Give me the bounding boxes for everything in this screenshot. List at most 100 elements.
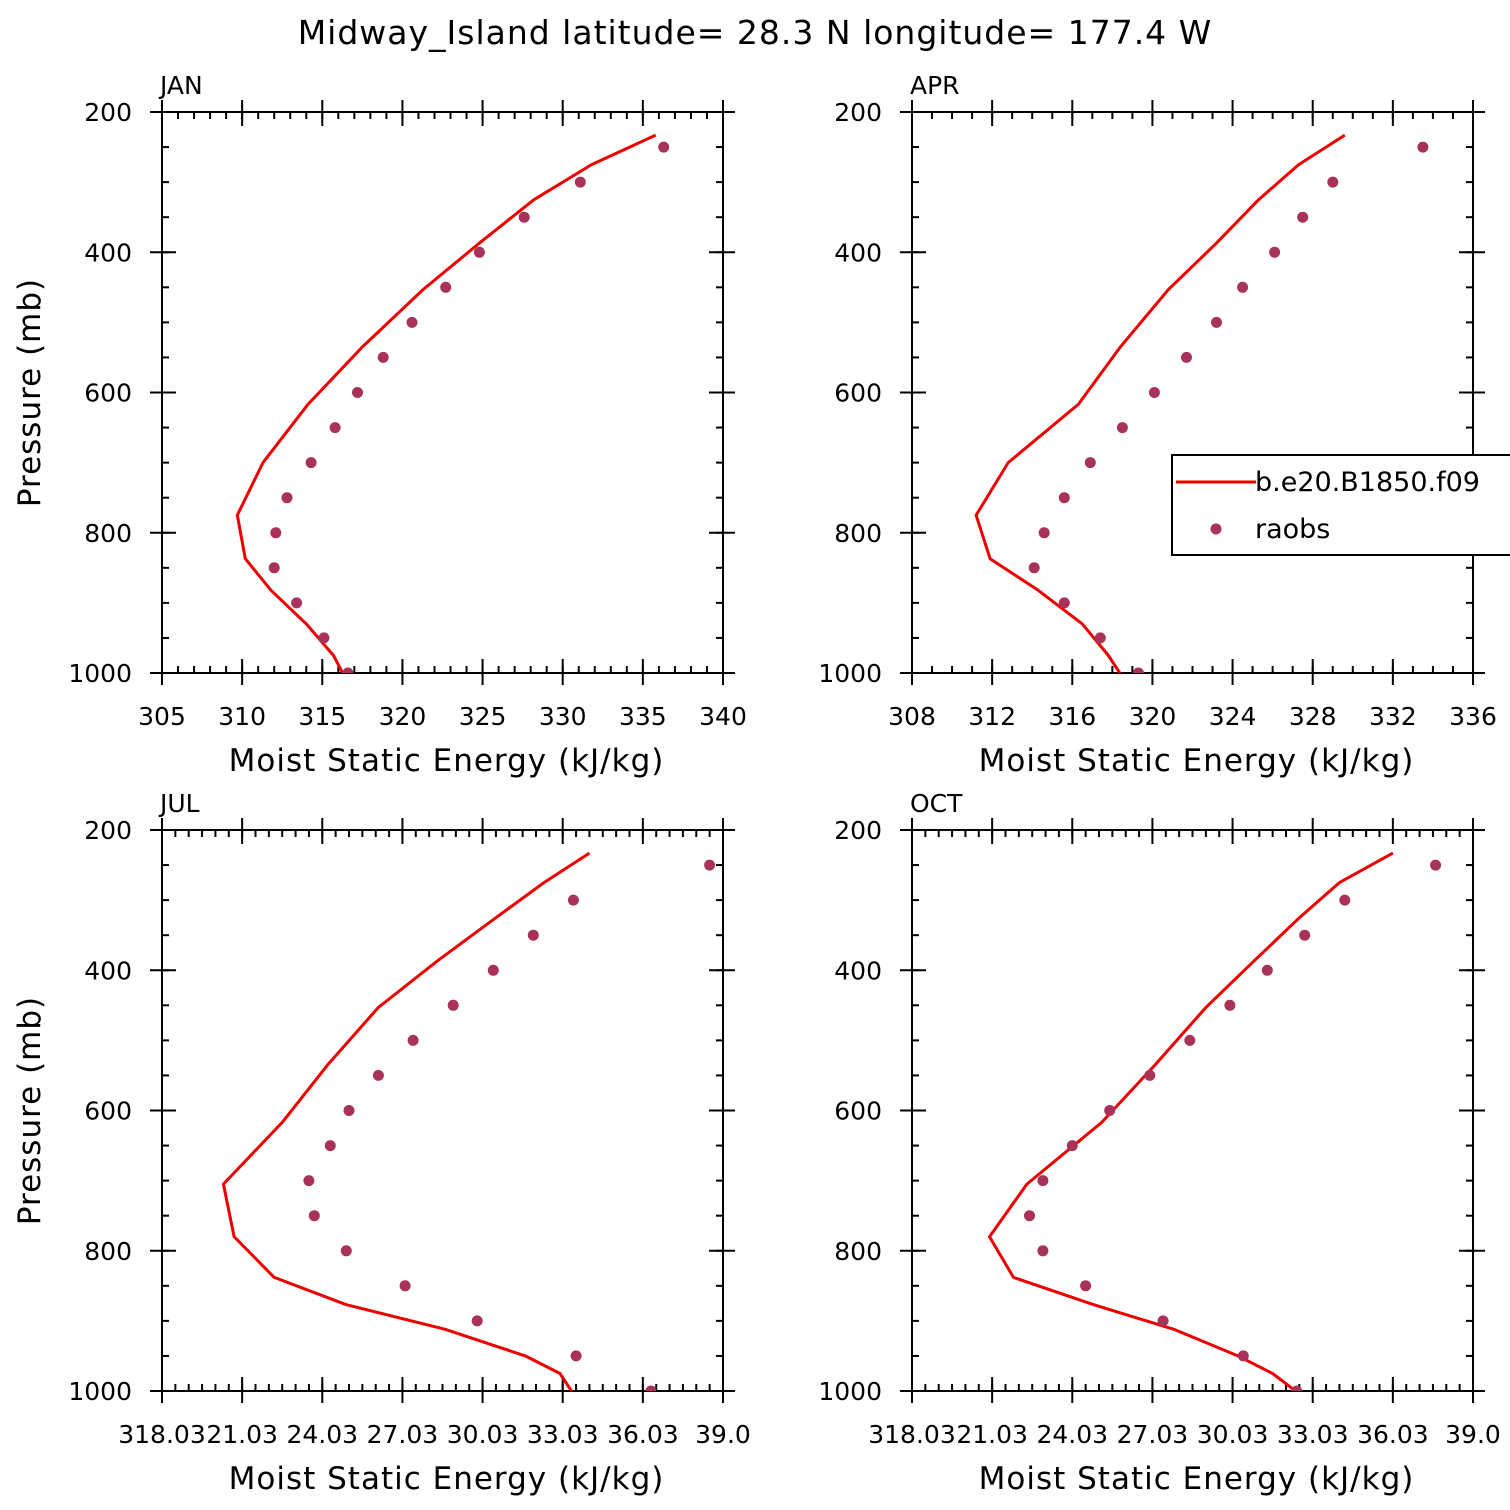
x-tick-label: 39.0 [695, 1420, 751, 1449]
panel-label: JUL [158, 789, 200, 818]
obs-point [343, 1105, 355, 1116]
x-tick-label: 30.03 [1197, 1420, 1269, 1449]
x-tick-label: 36.03 [607, 1420, 679, 1449]
legend-obs-label: raobs [1255, 514, 1330, 545]
y-tick-label: 400 [834, 238, 882, 267]
plot-frame [911, 829, 1474, 1392]
obs-point [1037, 1245, 1049, 1257]
obs-point [1269, 246, 1281, 258]
y-tick-label: 200 [834, 98, 882, 127]
y-tick-label: 400 [84, 238, 132, 267]
obs-point [574, 176, 586, 188]
y-tick-label: 800 [84, 519, 132, 548]
obs-point [1094, 632, 1106, 644]
panel-oct: OCT 318.03 21.03 24.03 27.03 30.03 33.03 36.03 3… [818, 789, 1500, 1497]
y-tick-label: 800 [834, 1237, 882, 1266]
plot-frame [911, 111, 1474, 674]
obs-point [527, 929, 539, 941]
obs-point [1224, 999, 1236, 1011]
obs-point [291, 597, 303, 609]
x-tick-label: 318.03 [868, 1420, 955, 1449]
obs-point [1144, 1069, 1156, 1081]
legend: b.e20.B1850.f09 raobs [1171, 454, 1510, 556]
obs-point [318, 632, 330, 644]
obs-point [407, 1034, 419, 1046]
obs-point [342, 667, 354, 673]
obs-point [1417, 141, 1429, 153]
obs-point [340, 1245, 352, 1257]
obs-point [406, 316, 418, 328]
x-tick-label: 24.03 [286, 1420, 358, 1449]
data-layer [988, 851, 1442, 1391]
x-tick-label: 328 [1289, 702, 1337, 731]
series-line-model [235, 133, 657, 673]
obs-point [1211, 316, 1222, 328]
obs-point [399, 1280, 411, 1292]
obs-point [1299, 929, 1311, 941]
y-tick-label: 1000 [68, 659, 132, 688]
y-axis-title: Pressure (mb) [12, 996, 48, 1225]
obs-point [1297, 211, 1309, 223]
x-tick-label: 336 [1449, 702, 1497, 731]
obs-point [281, 492, 293, 504]
obs-point [268, 562, 280, 574]
y-tick-label: 600 [84, 1097, 132, 1126]
x-tick-label: 332 [1369, 702, 1417, 731]
x-tick-label: 21.03 [956, 1420, 1028, 1449]
series-line-model [988, 851, 1394, 1391]
obs-point [270, 527, 282, 539]
x-tick-label: 320 [1129, 702, 1177, 731]
x-tick-label: 320 [379, 702, 427, 731]
obs-point [570, 1350, 582, 1362]
x-tick-label: 315 [298, 702, 346, 731]
y-tick-label: 800 [84, 1237, 132, 1266]
obs-point [1038, 527, 1050, 539]
plot-frame [161, 829, 724, 1392]
series-line-model [221, 851, 591, 1391]
obs-point [308, 1210, 320, 1222]
x-tick-label: 310 [218, 702, 266, 731]
y-tick-label: 200 [84, 98, 132, 127]
x-tick-label: 24.03 [1036, 1420, 1108, 1449]
y-tick-label: 200 [834, 816, 882, 845]
y-tick-label: 200 [84, 816, 132, 845]
obs-point [1430, 859, 1442, 871]
x-tick-label: 325 [459, 702, 507, 731]
obs-point [1148, 387, 1160, 398]
panel-jan: JAN 305 310 315 320 325 330 335 340 200 400 600 800 1… [12, 71, 747, 779]
obs-point [1058, 597, 1070, 609]
y-tick-label: 1000 [818, 659, 882, 688]
obs-point [329, 422, 341, 434]
obs-point [1104, 1105, 1116, 1116]
x-axis-title: Moist Static Energy (kJ/kg) [979, 743, 1415, 779]
y-tick-label: 600 [84, 379, 132, 408]
obs-point [1132, 667, 1144, 673]
data-layer [235, 133, 670, 673]
x-tick-label: 330 [539, 702, 587, 731]
x-tick-label: 36.03 [1357, 1420, 1429, 1449]
obs-point [1237, 281, 1249, 293]
obs-point [471, 1315, 483, 1327]
obs-point [1327, 176, 1339, 188]
x-tick-label: 312 [968, 702, 1016, 731]
x-tick-label: 308 [888, 702, 936, 731]
x-tick-label: 305 [138, 702, 186, 731]
obs-point [1339, 894, 1351, 906]
y-tick-label: 600 [834, 1097, 882, 1126]
obs-point [305, 457, 317, 469]
plot-frame [161, 111, 724, 674]
obs-point [518, 211, 530, 223]
obs-point [1066, 1140, 1078, 1152]
x-tick-label: 324 [1209, 702, 1257, 731]
obs-point [1184, 1034, 1196, 1046]
obs-point [324, 1140, 336, 1152]
panels-group: JAN 305 310 315 320 325 330 335 340 200 400 600 800 1… [12, 71, 1510, 1497]
obs-point [440, 281, 452, 293]
obs-point [658, 141, 670, 153]
x-tick-label: 33.03 [527, 1420, 599, 1449]
x-tick-label: 21.03 [206, 1420, 278, 1449]
legend-marker-swatch [1210, 523, 1222, 535]
x-axis-title: Moist Static Energy (kJ/kg) [979, 1461, 1415, 1497]
figure-title: Midway_Island latitude= 28.3 N longitude… [298, 13, 1213, 52]
legend-model-label: b.e20.B1850.f09 [1255, 467, 1480, 498]
